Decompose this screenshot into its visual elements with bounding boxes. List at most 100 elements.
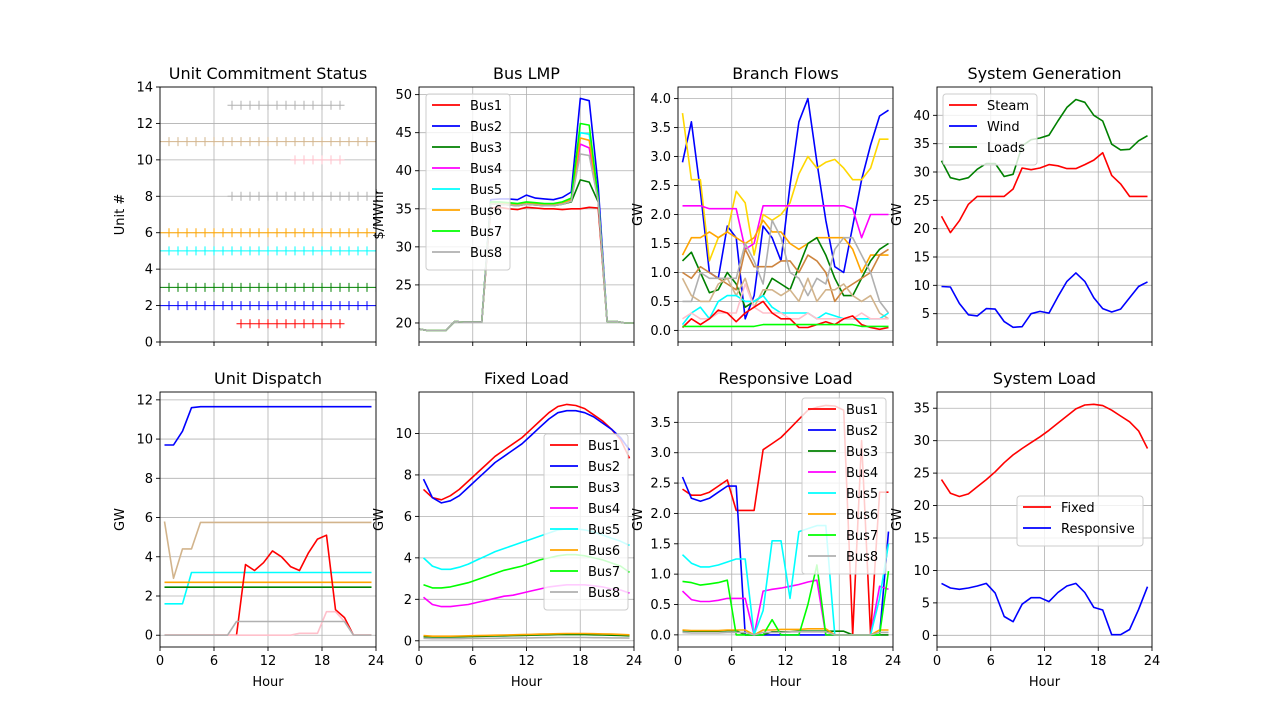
- data-point: [218, 137, 228, 147]
- y-tick-label: 25: [395, 278, 412, 293]
- y-tick-label: 3.5: [650, 121, 671, 136]
- x-tick-label: 18: [572, 654, 589, 669]
- legend-item: Bus6: [432, 204, 502, 219]
- y-tick-label: 5: [922, 307, 930, 322]
- data-point: [191, 246, 201, 256]
- y-tick-label: 2.5: [650, 477, 671, 492]
- data-point: [173, 301, 183, 311]
- data-point: [308, 319, 318, 329]
- series-bus6-line: [423, 632, 630, 638]
- y-tick-label: 6: [404, 510, 412, 525]
- data-point: [160, 137, 165, 147]
- legend-item: Bus5: [808, 487, 878, 502]
- data-point: [236, 191, 246, 201]
- legend-label: Bus8: [588, 586, 620, 601]
- data-point: [218, 246, 228, 256]
- y-tick-label: 20: [913, 499, 930, 514]
- data-point: [371, 301, 376, 311]
- data-point: [182, 228, 192, 238]
- legend-item: Bus7: [808, 529, 878, 544]
- data-point: [290, 319, 300, 329]
- series-line-9: [681, 294, 889, 326]
- legend-label: Bus5: [470, 183, 502, 198]
- data-point: [299, 155, 309, 165]
- y-tick-label: 2.0: [650, 507, 671, 522]
- x-tick-label: 24: [626, 654, 643, 669]
- data-point: [160, 301, 165, 311]
- x-tick-label: 12: [1036, 654, 1053, 669]
- y-tick-label: 35: [913, 137, 930, 152]
- plot-area: [160, 100, 376, 329]
- legend-item: Bus8: [550, 586, 620, 601]
- data-point: [200, 228, 210, 238]
- y-tick-label: 1.5: [650, 537, 671, 552]
- data-point: [326, 155, 336, 165]
- legend-item: Bus3: [550, 481, 620, 496]
- legend-item: Bus4: [808, 466, 878, 481]
- data-point: [317, 191, 327, 201]
- data-point: [236, 246, 246, 256]
- data-point: [254, 191, 264, 201]
- legend-label: Bus4: [470, 162, 502, 177]
- data-point: [308, 155, 318, 165]
- plot-area: [163, 405, 372, 637]
- data-point: [308, 246, 318, 256]
- data-point: [290, 191, 300, 201]
- data-point: [209, 228, 219, 238]
- series-line-2: [681, 112, 889, 262]
- data-point: [317, 100, 327, 110]
- series-line-8: [164, 620, 372, 637]
- y-tick-label: 6: [145, 226, 153, 241]
- data-point: [209, 301, 219, 311]
- legend-label: Bus3: [846, 445, 878, 460]
- data-point: [245, 100, 255, 110]
- y-tick-label: 40: [913, 109, 930, 124]
- data-point: [362, 228, 372, 238]
- data-point: [245, 191, 255, 201]
- x-tick-label: 12: [777, 654, 794, 669]
- panel-branch-flows: 0.0 0.5 1.0 1.5 2.0 2.5 3.0 3.5 4.0 Branch Flows G…: [631, 64, 894, 346]
- data-point: [371, 282, 376, 292]
- data-point: [209, 246, 219, 256]
- y-axis-label: GW: [631, 203, 646, 226]
- y-tick-label: 2.0: [650, 208, 671, 223]
- legend-item: Bus1: [432, 99, 502, 114]
- legend-label: Bus2: [470, 120, 502, 135]
- data-point: [227, 137, 237, 147]
- legend-item: Steam: [949, 99, 1029, 114]
- x-tick-label: 24: [1144, 654, 1161, 669]
- data-point: [236, 282, 246, 292]
- data-point: [290, 246, 300, 256]
- data-point: [236, 137, 246, 147]
- data-point: [245, 246, 255, 256]
- data-point: [290, 155, 300, 165]
- y-tick-label: 25: [913, 467, 930, 482]
- panel-system-generation: 5 10 15 20 25 30 35 40 System Generation GW Steam W…: [890, 64, 1153, 346]
- x-tick-label: 18: [314, 654, 331, 669]
- x-tick-label: 18: [831, 654, 848, 669]
- data-point: [281, 191, 291, 201]
- data-point: [254, 137, 264, 147]
- y-tick-label: 1.5: [650, 237, 671, 252]
- data-point: [160, 228, 165, 238]
- legend-item: Bus4: [550, 502, 620, 517]
- data-point: [254, 282, 264, 292]
- data-point: [362, 282, 372, 292]
- y-tick-label: 8: [145, 472, 153, 487]
- data-point: [335, 100, 345, 110]
- y-tick-label: 2.5: [650, 179, 671, 194]
- data-point: [272, 301, 282, 311]
- data-point: [344, 282, 354, 292]
- data-point: [200, 246, 210, 256]
- legend-item: Loads: [949, 141, 1025, 156]
- y-tick-label: 25: [913, 194, 930, 209]
- data-point: [236, 319, 246, 329]
- data-point: [209, 137, 219, 147]
- x-axis-label: Hour: [252, 675, 284, 690]
- series-bus1-line: [682, 404, 889, 636]
- legend-label: Bus1: [588, 439, 620, 454]
- legend: Steam Wind Loads: [942, 93, 1038, 166]
- chart-title: Fixed Load: [484, 369, 569, 388]
- legend-label: Bus8: [846, 550, 878, 565]
